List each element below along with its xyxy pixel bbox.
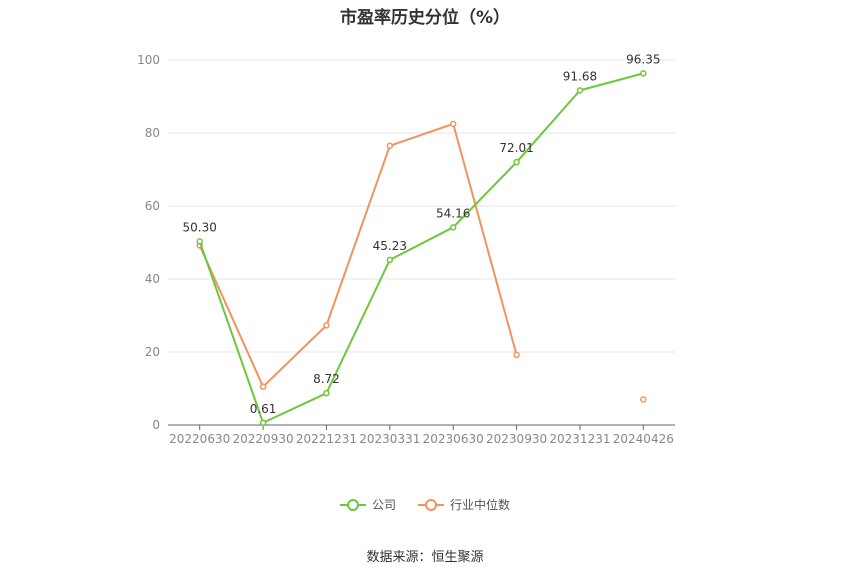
data-point-0 (640, 70, 647, 77)
data-label: 50.30 (183, 220, 217, 234)
data-point-1 (640, 396, 647, 403)
series-line-1 (198, 122, 518, 388)
x-tick-label: 20231231 (549, 432, 610, 446)
x-tick-label: 20221231 (296, 432, 357, 446)
legend-industry-label: 行业中位数 (450, 498, 511, 512)
x-tick-label: 20230630 (423, 432, 484, 446)
legend: 公司 行业中位数 (0, 496, 850, 513)
x-tick-label: 20220630 (169, 432, 230, 446)
data-point-0 (449, 224, 457, 231)
data-point-0 (513, 158, 520, 166)
data-point-0 (386, 256, 394, 264)
data-point-1 (386, 142, 394, 150)
data-point-0 (576, 87, 584, 94)
legend-item-company[interactable]: 公司 (339, 496, 396, 513)
data-label: 91.68 (563, 69, 597, 83)
data-label: 45.23 (373, 239, 407, 253)
y-tick-label: 80 (145, 126, 160, 140)
y-tick-label: 40 (145, 272, 160, 286)
x-tick-label: 20230930 (486, 432, 547, 446)
x-tick-label: 20230331 (359, 432, 420, 446)
y-tick-label: 20 (145, 345, 160, 359)
data-label: 8.72 (313, 372, 340, 386)
data-point-1 (449, 120, 457, 128)
data-point-1 (259, 383, 267, 390)
x-tick-label: 20220930 (233, 432, 294, 446)
data-point-0 (196, 238, 203, 245)
series-line-0 (198, 72, 644, 424)
data-point-0 (323, 389, 330, 397)
data-label: 96.35 (626, 52, 660, 66)
legend-company-label: 公司 (371, 498, 396, 512)
data-label: 54.16 (436, 206, 470, 220)
source-note: 数据来源：恒生聚源 (366, 550, 484, 565)
legend-industry-marker-icon (418, 498, 444, 512)
y-tick-label: 100 (137, 53, 160, 67)
legend-company-marker-icon (339, 498, 366, 512)
data-point-1 (513, 351, 520, 359)
y-tick-label: 60 (145, 199, 160, 213)
y-tick-label: 0 (152, 418, 160, 432)
legend-item-industry-median[interactable]: 行业中位数 (418, 496, 510, 513)
data-point-0 (259, 419, 267, 427)
data-point-1 (323, 322, 330, 329)
chart-title: 市盈率历史分位（%） (339, 8, 511, 28)
x-tick-label: 20240426 (613, 432, 674, 446)
data-label: 72.01 (499, 141, 533, 155)
data-label: 0.61 (250, 402, 277, 416)
